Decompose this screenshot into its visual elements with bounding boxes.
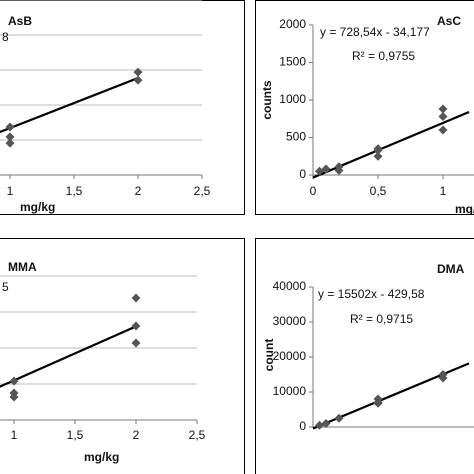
point (131, 338, 141, 348)
point (334, 413, 344, 423)
x-axis-label: mg/kg (455, 202, 474, 216)
panel-title: DMA (437, 262, 465, 276)
point (438, 104, 448, 114)
point (133, 67, 143, 77)
y-tick-label: 40000 (273, 279, 307, 293)
y-tick-label: 30000 (273, 314, 307, 328)
panel: 1 1,5 2 2,5 AsB 8 mg/kg (0, 0, 245, 215)
annotation: 8 (2, 30, 9, 44)
y-tick-label: 1000 (279, 92, 306, 106)
y-tick-label: 10000 (273, 384, 307, 398)
point (131, 293, 141, 303)
point (133, 75, 143, 85)
y-tick-label: 0 (299, 167, 306, 181)
point (334, 162, 344, 172)
point (373, 151, 383, 161)
trendline (0, 325, 137, 388)
panel: 0 0,5 1 0 500 1000 1500 2000 AsC y = 728,54x - 34… (255, 0, 474, 216)
point (315, 420, 324, 430)
plot: 0 10000 20000 30000 40000 DMA y = 15502x - 429… (255, 238, 474, 474)
panel: 1 1,5 2 2,5 MMA 5 mg/kg (0, 238, 245, 474)
plot: 1 1,5 2 2,5 AsB 8 mg/kg (0, 0, 245, 215)
panel-title: AsC (437, 14, 461, 28)
panel: 0 10000 20000 30000 40000 DMA y = 15502x - 429… (255, 238, 474, 474)
x-tick-label: 2 (135, 184, 142, 198)
annotation: 5 (2, 280, 9, 294)
y-tick-label: 2000 (279, 17, 306, 31)
equation: y = 15502x - 429,58 (318, 287, 425, 301)
r-squared: R² = 0,9715 (350, 312, 413, 326)
point (438, 125, 448, 135)
point (9, 376, 19, 386)
x-tick-label: 0 (310, 184, 317, 198)
point (131, 321, 141, 331)
y-tick-label: 500 (286, 130, 306, 144)
point (438, 112, 448, 121)
x-tick-label: 2,5 (194, 184, 211, 198)
x-tick-label: 1 (11, 428, 18, 442)
plot: 1 1,5 2 2,5 MMA 5 mg/kg (0, 238, 245, 474)
panel-border (255, 0, 474, 215)
y-tick-label: 1500 (279, 55, 306, 69)
x-tick-label: 1 (440, 184, 447, 198)
point (438, 373, 448, 383)
y-axis-label: counts (260, 80, 274, 120)
x-tick-label: 1,5 (67, 428, 84, 442)
point (9, 392, 19, 402)
x-axis-label: mg/kg (20, 200, 55, 214)
point (321, 419, 331, 428)
r-squared: R² = 0,9755 (352, 49, 415, 63)
equation: y = 728,54x - 34,177 (320, 25, 430, 39)
y-tick-label: 20000 (273, 349, 307, 363)
panel-border (0, 238, 245, 474)
panel-border (255, 238, 474, 474)
point (5, 132, 15, 142)
x-tick-label: 0,5 (370, 184, 387, 198)
panel-title: AsB (8, 14, 32, 28)
y-tick-label: 0 (299, 419, 306, 433)
point (5, 122, 15, 132)
point (373, 144, 383, 154)
x-tick-label: 1,5 (66, 184, 83, 198)
plot: 0 0,5 1 0 500 1000 1500 2000 AsC y = 728,54x - 34… (255, 0, 474, 216)
x-axis-label: mg/kg (84, 450, 119, 464)
x-tick-label: 2,5 (189, 428, 206, 442)
panel-border (0, 0, 245, 215)
x-tick-label: 1 (7, 184, 14, 198)
y-axis-label: count (262, 339, 276, 372)
point (5, 138, 15, 148)
x-tick-label: 2 (133, 428, 140, 442)
panel-title: MMA (8, 260, 37, 274)
point (321, 164, 331, 174)
point (373, 398, 383, 408)
trendline (0, 77, 139, 134)
